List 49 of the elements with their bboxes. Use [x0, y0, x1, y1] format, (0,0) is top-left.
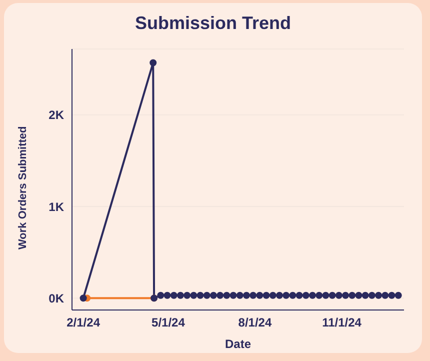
point: [368, 292, 376, 299]
x-tick-label: 11/1/24: [322, 316, 362, 330]
x-axis-title: Date: [224, 337, 252, 351]
point: [335, 292, 342, 299]
y-tick-label: 0K: [48, 291, 64, 306]
point: [216, 292, 224, 299]
chart-title: Submission Trend: [134, 13, 292, 34]
point: [309, 292, 316, 299]
point: [196, 292, 204, 299]
point: [276, 292, 283, 299]
point: [348, 292, 356, 299]
point: [157, 292, 164, 299]
point: [342, 292, 350, 299]
point: [296, 292, 303, 299]
point: [190, 292, 198, 299]
x-tick-label: 8/1/24: [238, 316, 272, 330]
y-tick-label: 1K: [48, 200, 64, 214]
point: [210, 292, 217, 299]
point: [282, 292, 290, 299]
point: [242, 292, 250, 299]
point: [262, 292, 270, 299]
point: [236, 292, 244, 299]
point: [394, 292, 402, 299]
point: [375, 292, 382, 299]
point: [250, 292, 257, 299]
point: [322, 292, 330, 299]
point: [302, 292, 310, 299]
point: [328, 292, 336, 299]
point: [269, 292, 276, 299]
point: [316, 292, 323, 299]
point: [289, 292, 296, 299]
point: [355, 292, 362, 299]
point: [170, 292, 178, 299]
point: [223, 292, 230, 299]
y-tick-label: 2K: [48, 108, 64, 122]
point: [362, 292, 369, 299]
x-tick-label: 2/1/24: [66, 316, 100, 330]
point: [164, 292, 171, 299]
point: [230, 292, 237, 299]
point: [184, 292, 191, 299]
point: [256, 292, 264, 299]
y-axis-title: Work Orders Submitted: [16, 126, 29, 250]
point: [388, 292, 396, 299]
point: [382, 292, 389, 299]
x-tick-label: 5/1/24: [152, 316, 186, 330]
point: [203, 292, 210, 299]
point: [80, 294, 87, 302]
point: [176, 292, 184, 299]
point: [150, 59, 157, 66]
